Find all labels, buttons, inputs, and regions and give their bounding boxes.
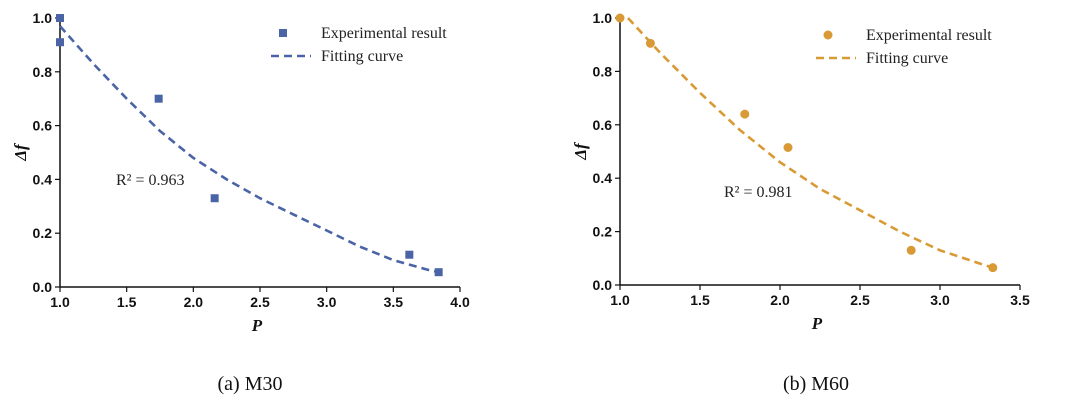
y-tick-label: 0.0	[33, 279, 53, 295]
x-tick-label: 3.5	[384, 294, 404, 310]
x-tick-label: 1.0	[50, 294, 70, 310]
legend: Experimental result Fitting curve	[271, 25, 447, 65]
legend-label-experimental: Experimental result	[866, 27, 992, 44]
x-tick-label: 3.0	[930, 292, 950, 308]
x-tick-label: 2.5	[850, 292, 870, 308]
data-point	[154, 94, 163, 103]
data-point	[56, 38, 64, 47]
y-axis-label: Δf	[11, 142, 30, 162]
fitting-curve-line	[627, 17, 994, 269]
y-tick-label: 0.8	[33, 64, 53, 80]
y-axis-label: Δf	[571, 141, 590, 161]
x-tick-label: 4.0	[450, 294, 470, 310]
y-tick-label: 0.8	[593, 63, 613, 79]
x-tick-label: 2.0	[770, 292, 790, 308]
legend-marker-points	[279, 29, 287, 37]
legend-label-experimental: Experimental result	[321, 25, 447, 42]
chart-m30: 1.0 1.5 2.0 2.5 3.0 3.5 4.0 0.0 0.2 0.4 0.6 0.8 1.0 P…	[11, 10, 470, 395]
y-tick-label: 0.0	[593, 277, 613, 293]
y-tick-label: 0.6	[33, 118, 53, 134]
r-squared-annotation: R² = 0.981	[724, 184, 793, 201]
data-point	[988, 263, 998, 273]
x-tick-label: 1.5	[117, 294, 137, 310]
data-point	[906, 245, 916, 255]
x-tick-label: 2.5	[250, 294, 270, 310]
x-axis-label: P	[811, 314, 823, 333]
r-squared-annotation: R² = 0.963	[116, 172, 185, 189]
y-tick-label: 0.2	[593, 224, 613, 240]
data-point	[615, 13, 625, 23]
y-tick-label: 0.4	[593, 170, 613, 186]
data-point	[210, 194, 219, 203]
data-point	[740, 109, 750, 119]
data-point	[783, 142, 793, 152]
data-point	[434, 268, 443, 277]
legend: Experimental result Fitting curve	[816, 27, 992, 67]
y-tick-label: 1.0	[33, 10, 53, 26]
y-tick-label: 0.6	[593, 117, 613, 133]
x-tick-label: 3.0	[317, 294, 337, 310]
data-point	[645, 38, 655, 48]
chart-caption: (b) M60	[783, 373, 849, 395]
x-tick-label: 1.5	[690, 292, 710, 308]
y-tick-label: 0.4	[33, 171, 53, 187]
data-point	[405, 250, 414, 259]
legend-marker-points	[823, 30, 833, 40]
legend-label-fitting: Fitting curve	[866, 50, 948, 67]
y-tick-label: 1.0	[593, 10, 613, 26]
y-tick-label: 0.2	[33, 225, 53, 241]
x-axis-label: P	[251, 316, 263, 335]
chart-caption: (a) M30	[218, 373, 283, 395]
legend-label-fitting: Fitting curve	[321, 48, 403, 65]
x-tick-label: 3.5	[1010, 292, 1030, 308]
x-tick-label: 1.0	[610, 292, 630, 308]
data-point	[56, 14, 64, 22]
fitting-curve-line	[59, 25, 439, 274]
x-tick-label: 2.0	[184, 294, 204, 310]
chart-m60: 1.0 1.5 2.0 2.5 3.0 3.5 0.0 0.2 0.4 0.6 0.8 1.0 P Δf R…	[571, 10, 1030, 395]
